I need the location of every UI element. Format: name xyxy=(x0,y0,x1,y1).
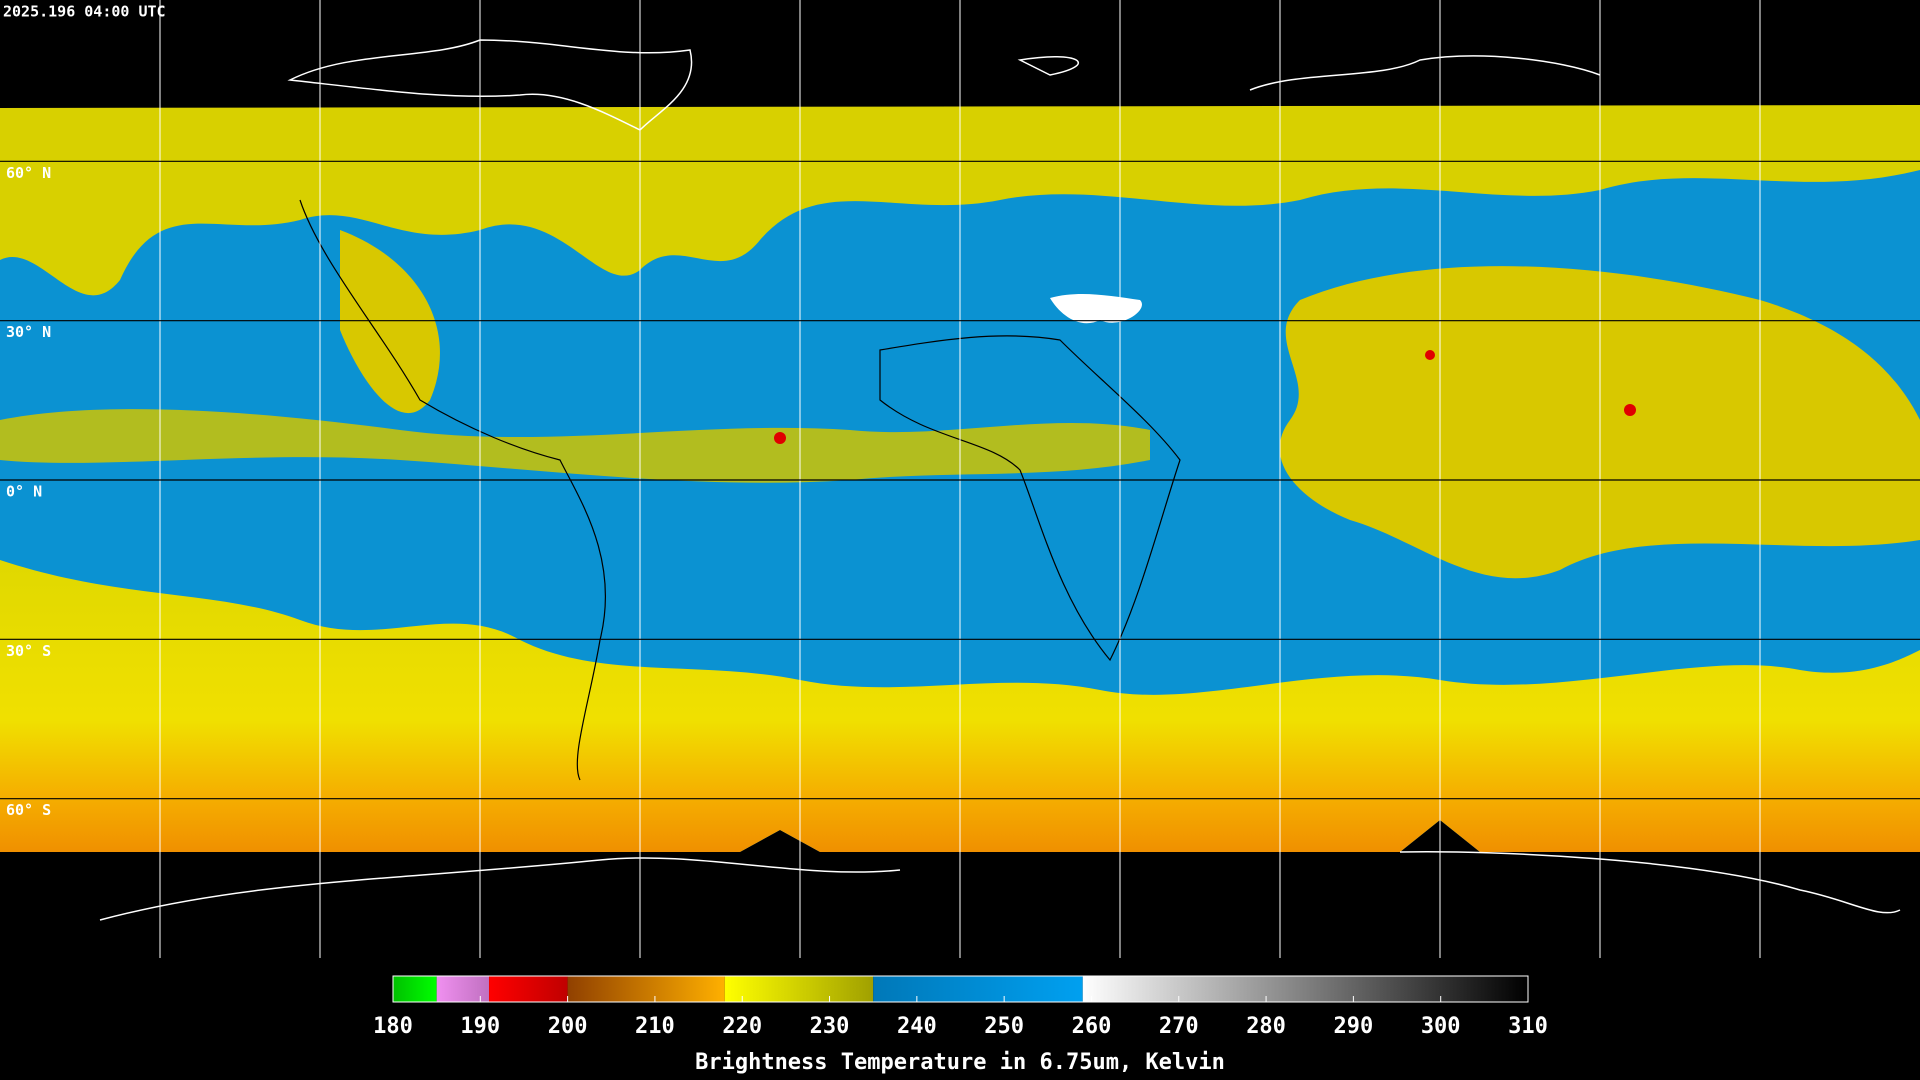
colorbar-tick-label: 200 xyxy=(548,1014,588,1039)
latitude-label: 60° N xyxy=(6,164,51,182)
colorbar-segment xyxy=(436,976,490,1002)
graticule: 60° N 30° N 0° N 30° S 60° S xyxy=(6,0,1761,958)
colorbar-tick-label: 310 xyxy=(1508,1014,1548,1039)
colorbar-frame xyxy=(392,975,1529,1003)
latitude-label: 0° N xyxy=(6,483,42,501)
colorbar-tick-label: 210 xyxy=(635,1014,675,1039)
colorbar-tick-label: 270 xyxy=(1159,1014,1199,1039)
polar-coastline xyxy=(287,39,1601,131)
antarctic-coastline xyxy=(99,851,1901,921)
convective-core xyxy=(1624,404,1636,416)
colorbar-segment xyxy=(873,976,1083,1002)
colorbar-segment xyxy=(724,976,874,1002)
colorbar-segment xyxy=(393,976,437,1002)
colorbar-tick-label: 240 xyxy=(897,1014,937,1039)
latitude-label: 60° S xyxy=(6,801,51,819)
convective-core xyxy=(1425,350,1435,360)
colorbar-segment xyxy=(1082,976,1528,1002)
colorbar: 180 190 200 210 220 230 240 250 260 270 280 290 300 3… xyxy=(373,975,1548,1075)
itcz-band xyxy=(0,409,1150,483)
continent-outline xyxy=(299,199,1181,781)
colorbar-tick-label: 180 xyxy=(373,1014,413,1039)
cloud-cluster xyxy=(340,230,440,414)
colorbar-tick-label: 250 xyxy=(984,1014,1024,1039)
colorbar-tick-label: 220 xyxy=(722,1014,762,1039)
convective-core xyxy=(774,432,786,444)
colorbar-segment xyxy=(489,976,568,1002)
latitude-label: 30° N xyxy=(6,323,51,341)
timestamp: 2025.196 04:00 UTC xyxy=(3,3,166,21)
dry-air-region xyxy=(1050,294,1142,324)
latitude-label: 30° S xyxy=(6,642,51,660)
colorbar-tick-label: 300 xyxy=(1421,1014,1461,1039)
colorbar-tick-label: 290 xyxy=(1334,1014,1374,1039)
colorbar-tick-label: 230 xyxy=(810,1014,850,1039)
colorbar-segment xyxy=(567,976,725,1002)
colorbar-tick-label: 280 xyxy=(1246,1014,1286,1039)
colorbar-title: Brightness Temperature in 6.75um, Kelvin xyxy=(695,1050,1225,1075)
colorbar-tick-label: 190 xyxy=(460,1014,500,1039)
colorbar-tick-label: 260 xyxy=(1072,1014,1112,1039)
